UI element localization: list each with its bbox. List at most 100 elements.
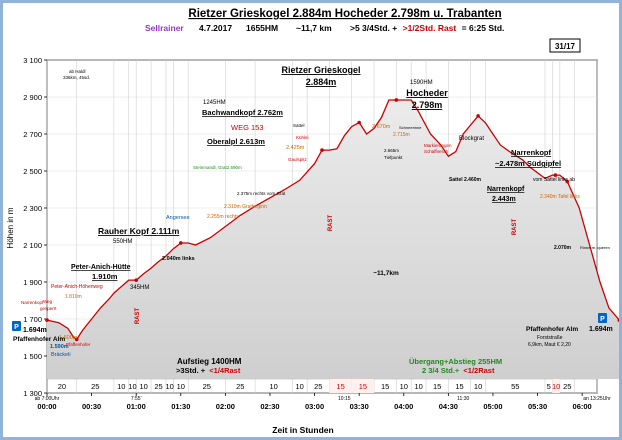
sub-time-label: ab 7:00Uhr [35,396,60,402]
summit-marker [394,98,399,102]
segment-minutes: 15 [381,382,389,391]
anno-abhaldl-2: 336km, 45sd. [63,75,90,80]
y-tick-label: 1 300 [23,389,42,398]
anno-pfaffenhofer-small: Pfaffenhofer [66,342,91,347]
profile-line [46,99,619,341]
anno-2070: 2.070m [554,245,572,251]
segment-minutes: 10 [414,382,422,391]
anno-2715: 2.715m [393,132,410,138]
anno-brackeli: Bräckeli [51,352,71,358]
anno-forst-1: Forststraße [537,335,563,341]
anno-peak-rietzer-name: Rietzer Grieskogel [281,65,360,75]
segment-rast-bg [351,379,375,393]
chart-title: Rietzer Grieskogel 2.884m Hocheder 2.798… [188,8,501,20]
badge-box [549,38,581,53]
summit-marker [357,120,361,125]
x-tick-label: 00:30 [82,402,101,411]
aufstieg-2b: <1/4Rast [209,366,241,375]
anno-blockgrat: Blockgrat [459,136,484,142]
anno-uebergang-2: 2 3/4 Std.+ <1/2Rast [422,366,495,375]
segment-minutes: 10 [270,382,278,391]
marker-layer [45,98,619,342]
subtitle-area: Sellrainer [145,23,184,33]
chart-subtitle: Sellrainer 4.7.2017 1655HM ~11,7 km >5 3… [145,23,504,33]
y-tick-label: 1 900 [23,278,42,287]
anno-brackeli-alt: 1.590m [50,344,69,350]
y-axis-label: Höhen in m [6,207,15,248]
y-tick-label: 2 100 [23,241,42,250]
segment-minutes: 10 [128,382,136,391]
elevation-chart: Rietzer Grieskogel 2.884m Hocheder 2.798… [6,8,619,435]
anno-pfaff-right-alt: 1.694m [589,326,613,333]
segment-minutes: 10 [165,382,173,391]
segment-minutes: 10 [177,382,185,391]
subtitle-date: 4.7.2017 [199,23,232,33]
y-tick-label: 2 300 [23,204,42,213]
anno-aufstieg-2: >3Std. + <1/4Rast [176,366,241,375]
badge-text: 31/17 [555,42,576,51]
uebergang-2b: <1/2Rast [463,366,495,375]
y-ticks: 1 300 1 500 1 700 1 900 2 100 2 300 2 500 2 700… [23,56,47,398]
segment-minutes: 25 [203,382,211,391]
anno-schaffnerab: Schaffnerab [424,149,449,154]
x-tick-label: 01:00 [127,402,146,411]
anno-anich: Peter-Anich-Hütte [71,264,131,271]
segment-minutes: 15 [455,382,463,391]
sub-time-label: 10:15 [338,396,351,402]
subtitle-time: >5 3/4Std. + [350,23,397,33]
segment-minutes: 15 [433,382,441,391]
segment-minutes: 25 [154,382,162,391]
anno-2340: 2.340m Tafel links [540,194,580,200]
anno-angersee: Angersee [166,215,190,221]
anno-pfaff-right: Pfaffenhofer Alm [526,326,578,333]
segment-minutes: 10 [552,382,560,391]
anno-rinne: Rinne re. queren [580,245,610,250]
segment-minutes: 10 [296,382,304,391]
segment-minutes: 10 [400,382,408,391]
subtitle-rast: >1/2Std. Rast [403,23,457,33]
anno-oberalpl: Oberalpl 2.613m [207,137,265,146]
segment-rast-bg [552,379,560,393]
anno-hocheder-alt: 2.798m [412,100,443,110]
anno-hocheder-name: Hocheder [406,88,448,98]
segment-minutes: 15 [359,382,367,391]
parking-right: P [598,313,607,323]
anno-bachwand: Bachwandkopf 2.762m [202,108,283,117]
x-tick-label: 02:30 [260,402,279,411]
summit-marker [134,278,138,282]
subtitle-km: ~11,7 km [296,23,332,33]
anno-hocheder-hm: 1590HM [410,80,433,86]
anno-schneerinne: Schneerinne [399,125,422,130]
anno-rauher: Rauher Kopf 2.111m [98,226,180,236]
summit-marker [178,241,183,245]
sub-time-label: 7:55' [131,396,142,402]
anno-aufstieg-1: Aufstieg 1400HM [177,357,242,366]
sub-time-label: an 13:25Uhr [583,396,611,402]
subtitle-hm: 1655HM [246,23,278,33]
anno-rechts: 2.255m rechts [207,214,239,220]
profile-fill [47,100,619,379]
y-tick-label: 1 700 [23,315,42,324]
summit-marker [320,148,324,152]
anno-tiefpunkt: Tiefpunkt [384,155,403,160]
x-tick-label: 06:00 [573,402,592,411]
x-tick-label: 03:30 [350,402,369,411]
y-tick-label: 2 700 [23,130,42,139]
segment-minutes: 25 [91,382,99,391]
summit-marker [553,173,558,177]
anno-anich-hm: 345HM [130,285,149,291]
anno-narr-sued-1: Narrenkopf [511,148,552,157]
summit-marker [74,337,79,342]
segment-minutes: 10 [139,382,147,391]
x-tick-label: 05:30 [528,402,547,411]
aufstieg-2a: >3Std. + [176,366,206,375]
profile-area [46,99,619,379]
y-tick-label: 3 100 [23,56,42,65]
svg-text:P: P [14,324,19,331]
x-tick-label: 00:00 [37,402,56,411]
anno-weg-gesperrt-1: Weg [43,299,53,304]
anno-weg-gesperrt-2: gesperrt [40,306,57,311]
parking-left: P [12,321,21,331]
anno-dist: ~11,7km [373,270,399,277]
